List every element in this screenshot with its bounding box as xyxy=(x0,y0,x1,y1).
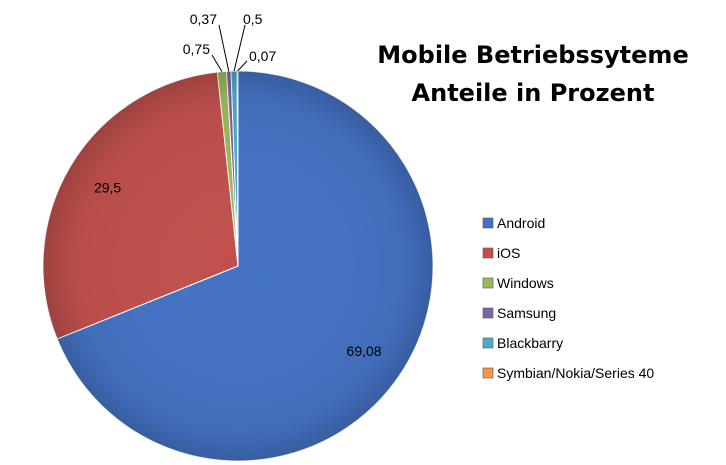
legend-swatch-android xyxy=(482,217,494,229)
legend-swatch-windows xyxy=(482,277,494,289)
leader-line-symbian-nokia-series-40 xyxy=(237,60,248,72)
data-label-android: 69,08 xyxy=(347,343,382,359)
legend-swatch-samsung xyxy=(482,307,494,319)
data-label-symbian-nokia-series-40: 0,07 xyxy=(249,48,276,64)
legend-swatch-blackbarry xyxy=(482,337,494,349)
legend-label-windows: Windows xyxy=(497,275,554,291)
legend-label-blackbarry: Blackbarry xyxy=(497,335,563,351)
pie-slices xyxy=(42,70,434,462)
legend-swatch-symbian-nokia-series-40 xyxy=(482,367,494,379)
data-label-samsung: 0,37 xyxy=(190,11,217,27)
legend: Android iOS Windows Samsung Blackbarry Symbia… xyxy=(482,215,654,381)
legend-label-ios: iOS xyxy=(497,245,520,261)
leader-line-samsung xyxy=(218,24,230,72)
data-label-ios: 29,5 xyxy=(94,180,121,196)
leader-line-windows xyxy=(211,54,223,72)
data-label-windows: 0,75 xyxy=(183,41,210,57)
data-labels: 69,08 29,5 0,75 0,37 0,5 0,07 xyxy=(94,11,382,359)
chart-title-line-1: Mobile Betriebssyteme xyxy=(377,41,688,69)
data-label-blackbarry: 0,5 xyxy=(243,11,263,27)
legend-label-samsung: Samsung xyxy=(497,305,556,321)
chart-title-line-2: Anteile in Prozent xyxy=(412,79,655,107)
leader-line-blackbarry xyxy=(233,24,246,72)
legend-label-android: Android xyxy=(497,215,545,231)
legend-label-symbian-nokia-series-40: Symbian/Nokia/Series 40 xyxy=(497,365,654,381)
legend-swatch-ios xyxy=(482,247,494,259)
